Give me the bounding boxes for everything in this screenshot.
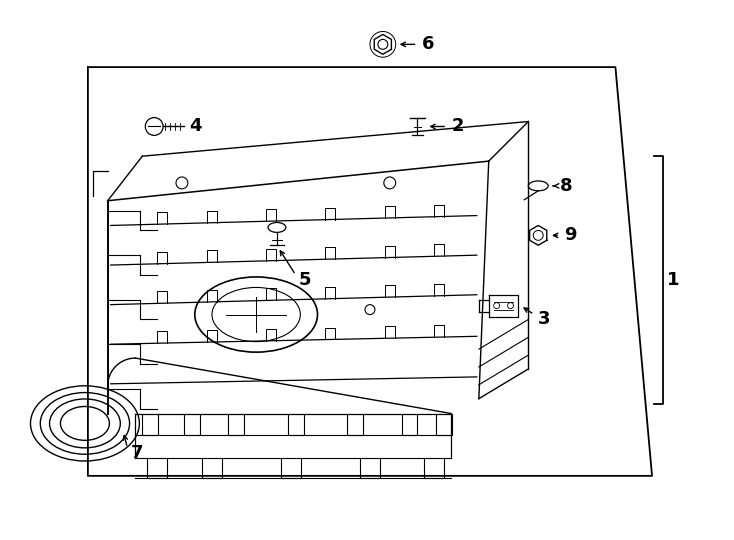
Text: 9: 9 [564,226,576,245]
Text: 7: 7 [131,444,143,462]
Text: 5: 5 [299,271,311,289]
Text: 2: 2 [451,118,464,136]
Text: 8: 8 [560,177,573,195]
Text: 6: 6 [421,35,434,53]
Text: 3: 3 [538,310,550,328]
Text: 4: 4 [189,118,201,136]
Text: 1: 1 [667,271,680,289]
